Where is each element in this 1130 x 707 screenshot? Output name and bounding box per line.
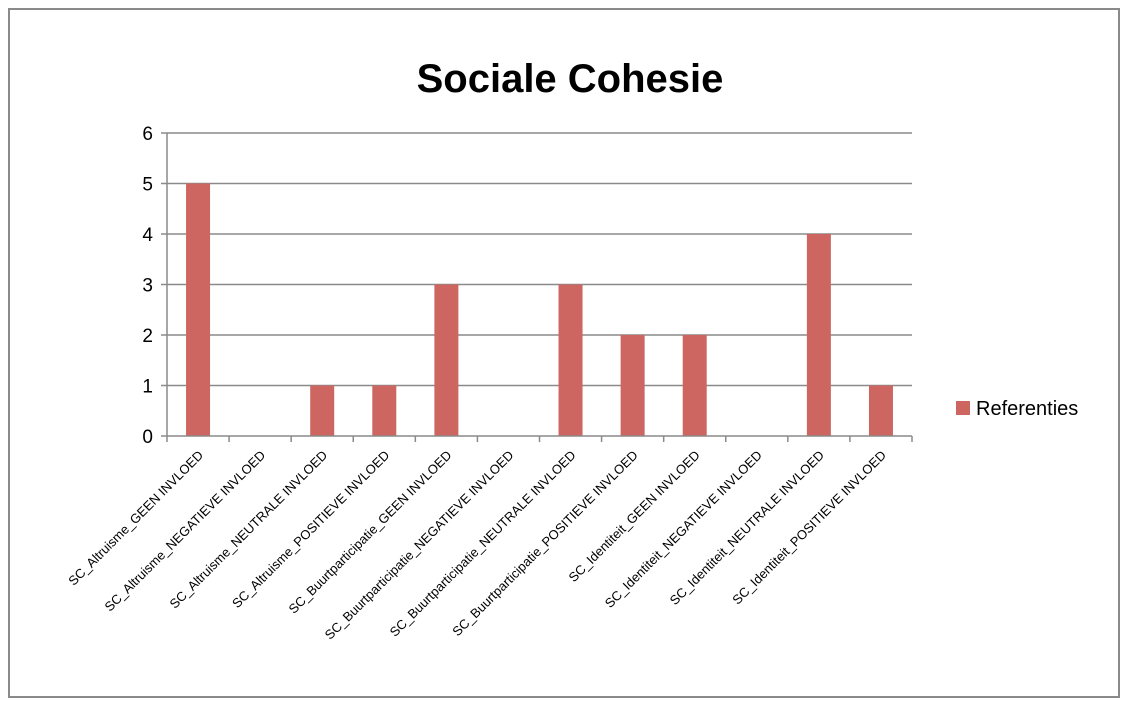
bar <box>186 183 211 436</box>
y-tick-label: 6 <box>142 124 153 145</box>
x-category-label: SC_Altruisme_GEEN INVLOED <box>65 448 206 589</box>
bar <box>558 284 583 436</box>
y-tick-label: 5 <box>142 175 153 196</box>
legend-swatch <box>956 401 970 415</box>
chart-frame: Sociale Cohesie 0 1 2 3 4 5 6 SC_Altruisme_GEE… <box>8 8 1120 698</box>
y-tick-label: 4 <box>142 225 153 246</box>
bar <box>868 385 893 436</box>
bar <box>434 284 459 436</box>
y-tick-label: 1 <box>142 377 153 398</box>
y-tick-label: 0 <box>142 427 153 448</box>
y-axis-ticks: 0 1 2 3 4 5 6 <box>142 124 153 448</box>
bar <box>620 335 645 436</box>
bar <box>682 335 707 436</box>
x-axis-categories: SC_Altruisme_GEEN INVLOEDSC_Altruisme_NE… <box>65 448 889 643</box>
legend: Referenties <box>956 398 1078 420</box>
bar <box>310 385 335 436</box>
chart-title: Sociale Cohesie <box>417 57 724 101</box>
y-tick-label: 2 <box>142 326 153 347</box>
bars <box>186 183 893 436</box>
bar <box>806 234 831 436</box>
axes <box>161 132 913 442</box>
gridlines <box>167 132 912 387</box>
bar-chart: Sociale Cohesie 0 1 2 3 4 5 6 SC_Altruisme_GEE… <box>65 57 1078 643</box>
bar <box>372 385 397 436</box>
x-category-label: SC_Identiteit_GEEN INVLOED <box>566 448 703 585</box>
y-tick-label: 3 <box>142 276 153 297</box>
legend-label: Referenties <box>976 398 1078 420</box>
